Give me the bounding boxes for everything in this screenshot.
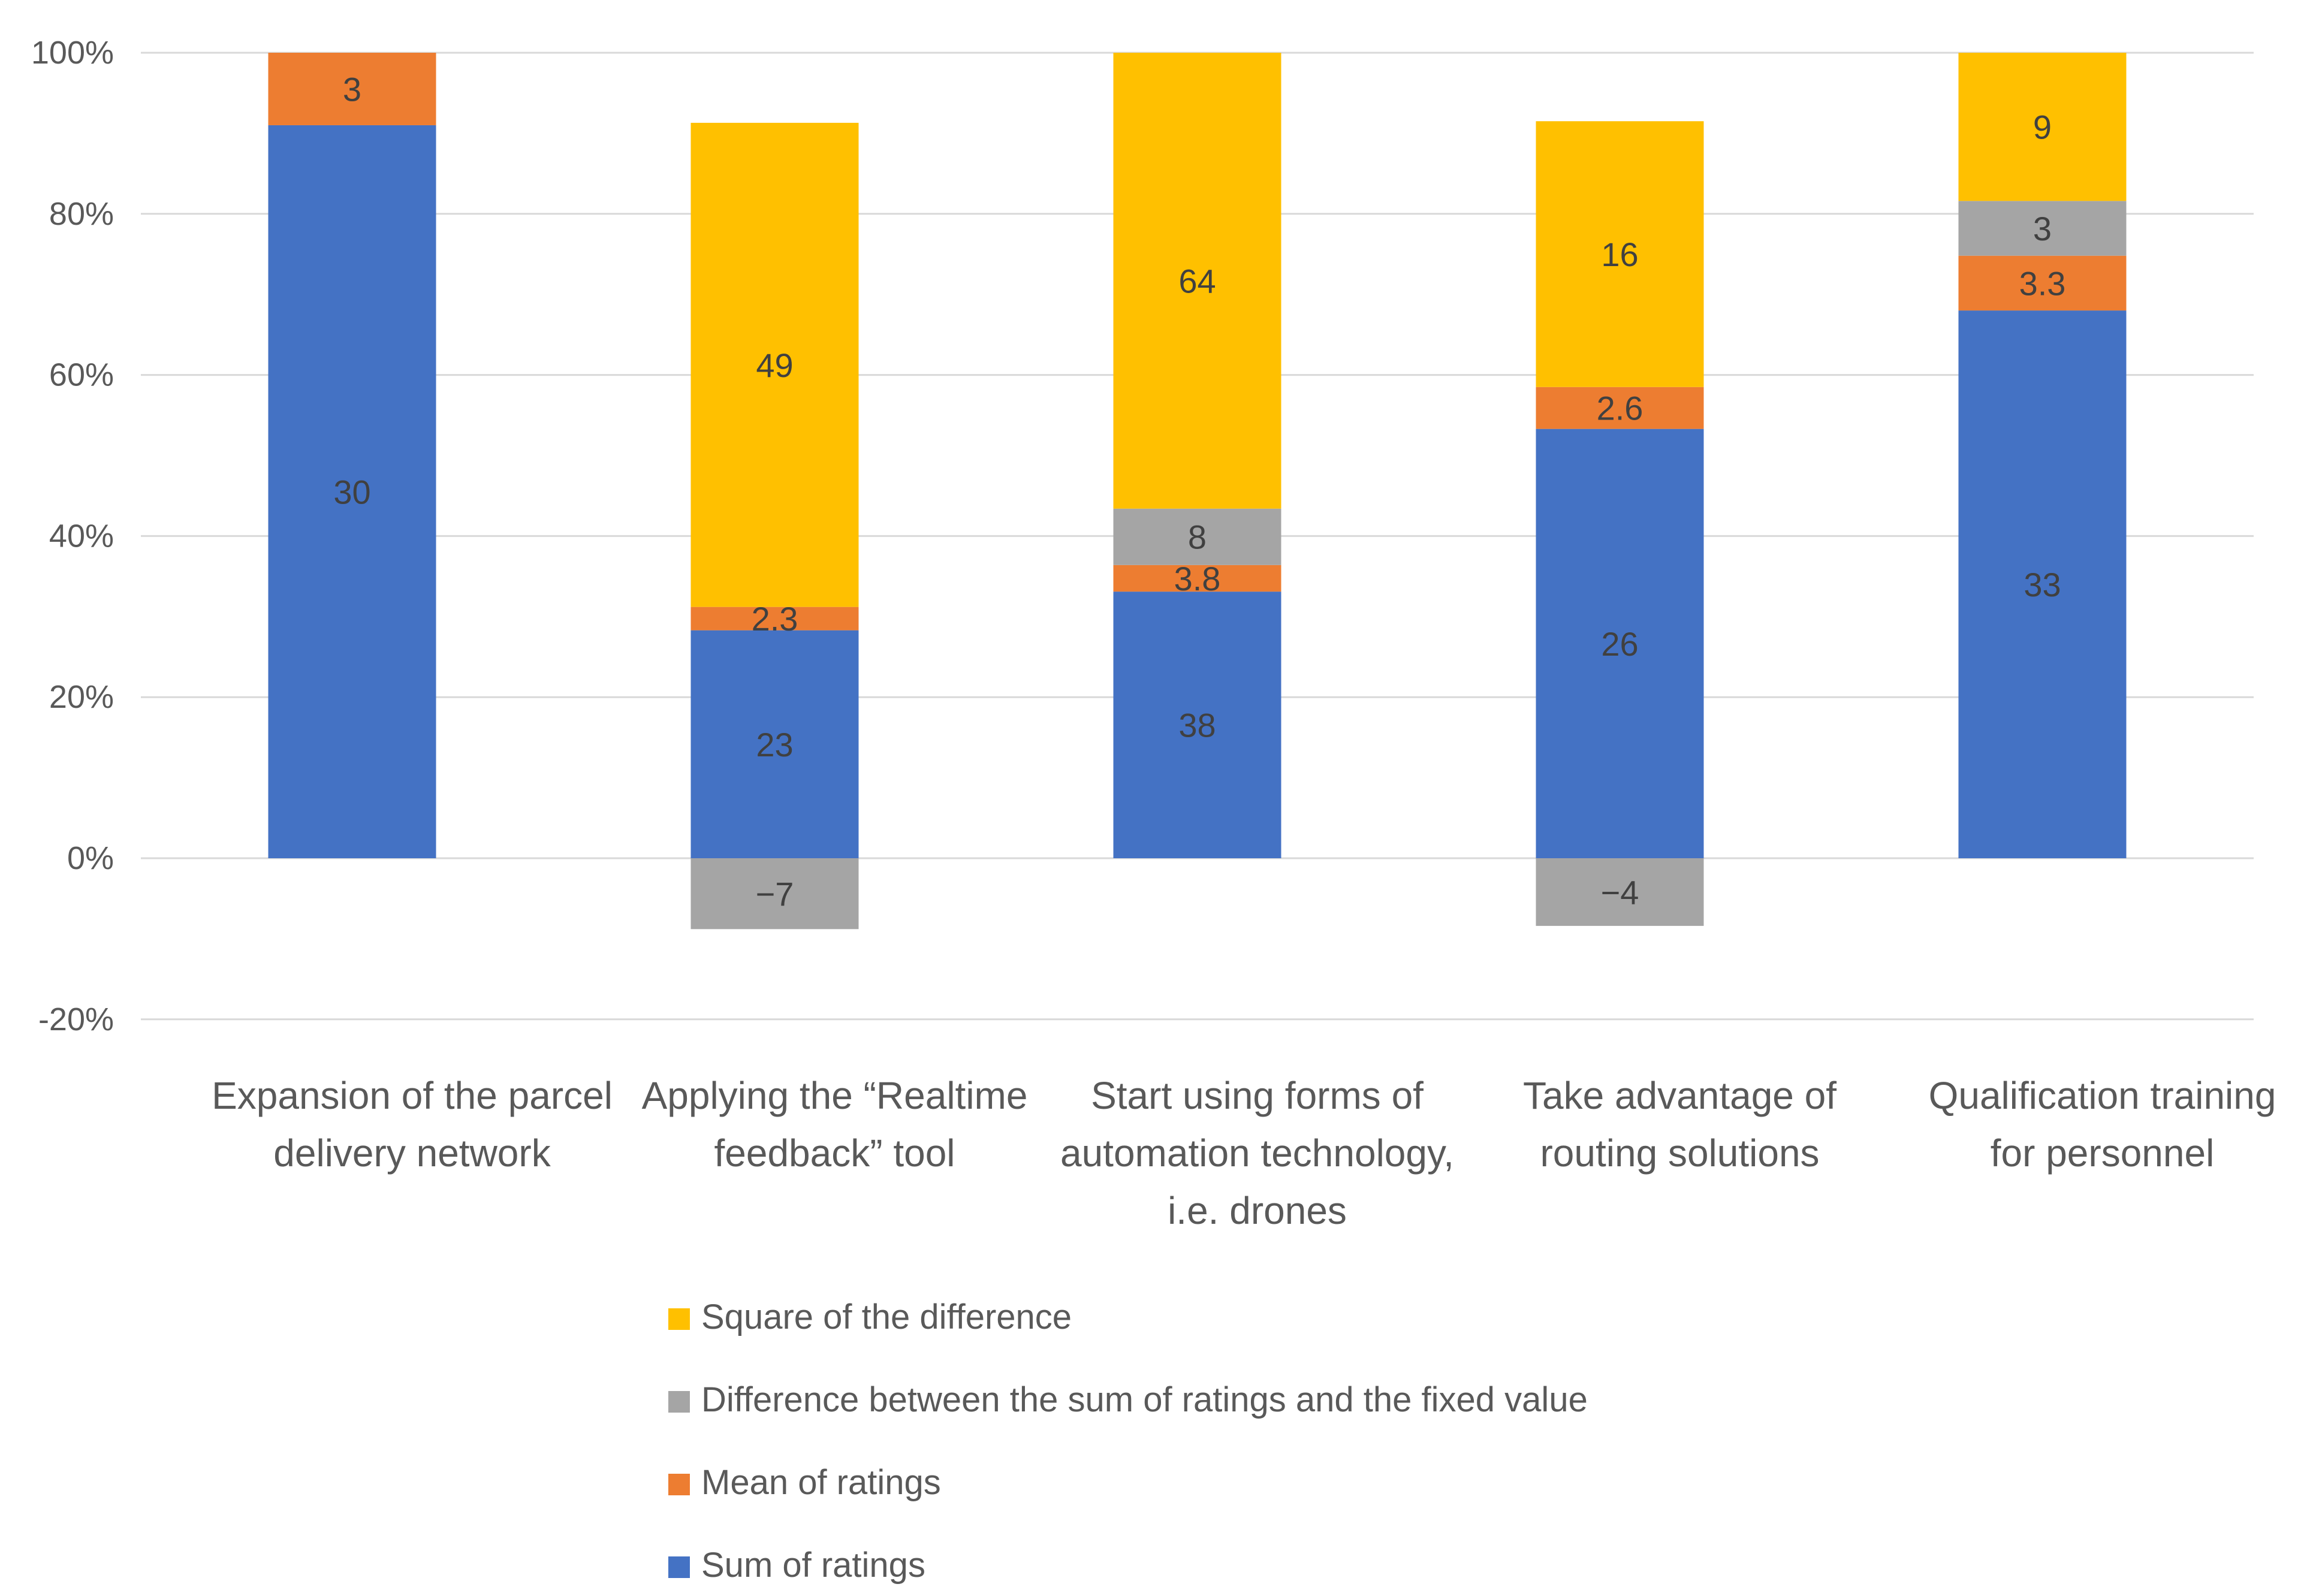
y-tick-label: 80% — [49, 196, 114, 232]
data-label: 30 — [333, 473, 370, 511]
category-label: i.e. drones — [1168, 1189, 1347, 1232]
data-label: −4 — [1601, 873, 1639, 911]
data-label: 3 — [2033, 210, 2052, 248]
data-labels: 30 3 23 2.3 −7 49 38 3.8 8 64 26 2.6 −4 16 33 3.3 3 9 — [333, 70, 2065, 913]
data-label: 3 — [343, 70, 361, 108]
bar-segment-sum-of-ratings — [1958, 310, 2127, 858]
y-tick-label: 60% — [49, 357, 114, 393]
bar-segment-mean-of-ratings — [1536, 387, 1704, 429]
category-label: routing solutions — [1540, 1132, 1819, 1175]
data-label: 9 — [2033, 108, 2052, 146]
data-label: 3.3 — [2019, 264, 2066, 302]
bar-segment-sum-of-ratings — [1113, 592, 1281, 858]
y-tick-label: 40% — [49, 518, 114, 554]
legend-label: Mean of ratings — [701, 1463, 941, 1502]
category-label: automation technology, — [1060, 1132, 1454, 1175]
data-label: −7 — [756, 875, 794, 913]
category-label: Expansion of the parcel — [212, 1074, 613, 1117]
data-label: 38 — [1178, 707, 1216, 744]
legend-label: Sum of ratings — [701, 1546, 925, 1585]
bar-segment-mean-of-ratings — [1958, 255, 2127, 311]
bar-segment-mean-of-ratings — [690, 607, 859, 630]
bar-segment-difference-between-the-sum-of-ratings-and-the-fixed-value — [1113, 508, 1281, 565]
legend-swatch — [668, 1308, 690, 1330]
data-label: 2.6 — [1597, 390, 1643, 427]
data-label: 2.3 — [752, 600, 798, 638]
data-label: 33 — [2023, 566, 2061, 604]
category-label: feedback” tool — [714, 1132, 955, 1175]
y-tick-label: 100% — [31, 35, 114, 71]
y-tick-label: 0% — [67, 840, 114, 876]
category-label: Take advantage of — [1523, 1074, 1836, 1117]
data-label: 23 — [756, 726, 793, 764]
bar-segment-square-of-the-difference — [1958, 53, 2127, 201]
category-label: Qualification training — [1929, 1074, 2276, 1117]
bar-segment-mean-of-ratings — [1113, 565, 1281, 592]
bar-segment-difference-between-the-sum-of-ratings-and-the-fixed-value — [1958, 201, 2127, 256]
category-label: Applying the “Realtime — [642, 1074, 1028, 1117]
bar-segment-difference-between-the-sum-of-ratings-and-the-fixed-value — [1536, 858, 1704, 926]
bar-segment-square-of-the-difference — [690, 122, 859, 607]
legend-label: Square of the difference — [701, 1298, 1072, 1336]
bar-segment-sum-of-ratings — [1536, 429, 1704, 858]
data-label: 16 — [1601, 236, 1638, 273]
data-label: 49 — [756, 346, 793, 384]
legend-label: Difference between the sum of ratings an… — [701, 1380, 1588, 1419]
bars — [268, 53, 2127, 930]
y-axis-ticks: 100% 80% 60% 40% 20% 0% -20% — [31, 35, 114, 1037]
legend-swatch — [668, 1391, 690, 1413]
bar-segment-difference-between-the-sum-of-ratings-and-the-fixed-value — [690, 858, 859, 930]
bar-segment-mean-of-ratings — [268, 53, 436, 125]
data-label: 8 — [1188, 518, 1207, 556]
y-tick-label: 20% — [49, 679, 114, 715]
bar-segment-sum-of-ratings — [690, 630, 859, 858]
data-label: 3.8 — [1174, 560, 1221, 598]
legend-swatch — [668, 1556, 690, 1578]
category-label: delivery network — [273, 1132, 551, 1175]
legend: Square of the difference Difference betwe… — [668, 1298, 1588, 1585]
data-label: 26 — [1601, 625, 1638, 663]
category-label: Start using forms of — [1091, 1074, 1424, 1117]
x-axis-categories: Expansion of the parcel delivery network A… — [212, 1074, 2276, 1232]
y-tick-label: -20% — [38, 1001, 114, 1037]
bar-segment-square-of-the-difference — [1113, 53, 1281, 509]
category-label: for personnel — [1991, 1132, 2215, 1175]
data-label: 64 — [1178, 262, 1216, 300]
legend-swatch — [668, 1474, 690, 1495]
bar-segment-square-of-the-difference — [1536, 121, 1704, 387]
bar-segment-sum-of-ratings — [268, 125, 436, 859]
